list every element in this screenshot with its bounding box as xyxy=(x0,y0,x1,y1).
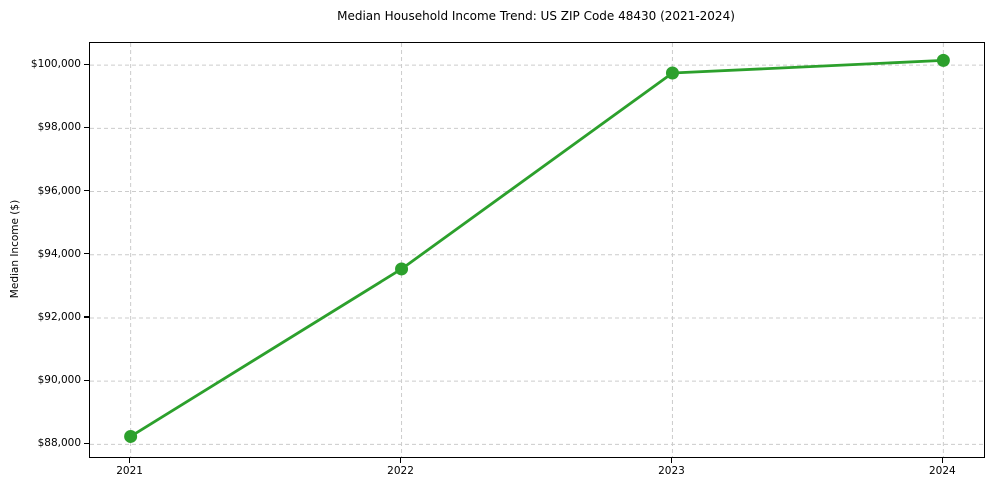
x-tick-mark xyxy=(670,457,673,463)
x-tick-label: 2023 xyxy=(658,465,685,477)
y-tick-mark xyxy=(84,189,89,192)
y-tick-mark xyxy=(84,253,89,255)
y-tick-label: $94,000 xyxy=(37,247,81,260)
data-point-marker xyxy=(395,262,409,276)
x-tick-label: 2021 xyxy=(116,465,143,477)
x-tick-mark xyxy=(941,457,943,463)
y-tick-mark xyxy=(84,126,89,128)
y-tick-label: $92,000 xyxy=(37,310,81,323)
chart-title: Median Household Income Trend: US ZIP Co… xyxy=(337,9,735,23)
x-tick-label: 2022 xyxy=(387,465,414,477)
data-point-marker xyxy=(936,53,950,67)
x-tick-mark xyxy=(129,457,131,463)
plot-area xyxy=(89,42,985,458)
y-tick-mark xyxy=(84,442,89,444)
y-tick-label: $96,000 xyxy=(37,184,81,197)
line-chart-svg xyxy=(90,43,984,457)
data-point-marker xyxy=(665,66,679,80)
y-tick-label: $100,000 xyxy=(30,58,81,71)
x-tick-mark xyxy=(399,457,402,463)
y-tick-label: $88,000 xyxy=(37,437,81,450)
y-tick-mark xyxy=(84,379,89,381)
x-tick-label: 2024 xyxy=(928,465,956,477)
data-point-marker xyxy=(124,429,138,443)
y-tick-label: $98,000 xyxy=(37,121,81,134)
y-tick-mark xyxy=(84,316,89,318)
y-tick-mark xyxy=(84,63,89,65)
trend-line xyxy=(129,58,945,438)
y-tick-label: $90,000 xyxy=(37,374,81,387)
